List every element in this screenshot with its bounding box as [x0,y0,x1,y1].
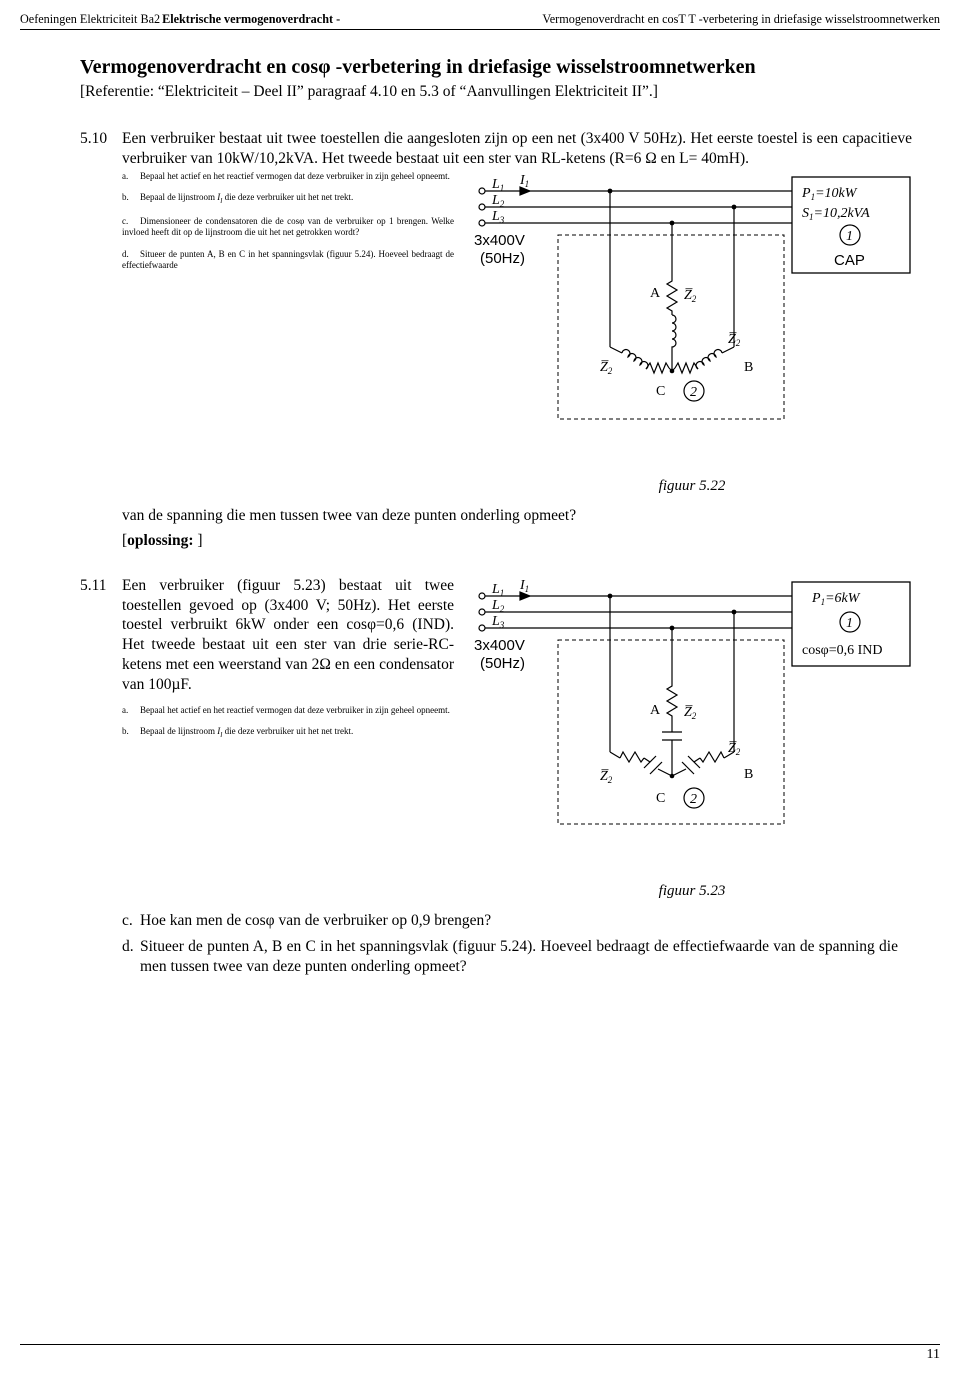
svg-text:3x400V: 3x400V [474,232,525,249]
content: Vermogenoverdracht en cosφ -verbetering … [20,30,940,976]
svg-text:L2: L2 [491,598,505,614]
svg-text:3x400V: 3x400V [474,637,525,654]
reference-line: [Referentie: “Elektriciteit – Deel II” p… [80,83,898,101]
svg-text:L3: L3 [491,209,505,225]
item-c-511: c.Hoe kan men de cosφ van de verbruiker … [122,911,898,931]
svg-text:CAP: CAP [834,252,865,269]
figure-5-22-caption: figuur 5.22 [472,477,912,496]
problem-510-d-continuation: van de spanning die men tussen twee van … [122,506,898,526]
page-number: 11 [20,1344,940,1363]
item-d: d.Situeer de punten A, B en C in het spa… [122,249,454,272]
svg-text:Z̅2: Z̅2 [728,332,741,348]
problem-intro: Een verbruiker (figuur 5.23) bestaat uit… [122,576,912,901]
figure-5-23-svg: L1 L2 L3 I1 3x400V (50Hz) [472,576,912,876]
svg-text:B: B [744,767,753,782]
problem-number: 5.11 [80,576,122,901]
svg-text:cosφ=0,6 IND: cosφ=0,6 IND [802,643,883,658]
svg-text:A: A [650,286,661,301]
item-a: a.Bepaal het actief en het reactief verm… [122,705,454,717]
right-column-figure-523: L1 L2 L3 I1 3x400V (50Hz) [472,576,912,901]
svg-text:I1: I1 [519,578,529,594]
running-header: Oefeningen Elektriciteit Ba2Elektrische … [20,12,940,30]
item-c: c.Dimensioneer de condensa­toren die de … [122,216,454,239]
problem-intro: Een verbruiker bestaat uit twee toestell… [122,129,912,496]
page: Oefeningen Elektriciteit Ba2Elektrische … [0,0,960,1381]
page-footer: 11 [20,1344,940,1363]
svg-text:C: C [656,791,665,806]
svg-text:B: B [744,360,753,375]
svg-text:L2: L2 [491,193,505,209]
page-title: Vermogenoverdracht en cosφ -verbetering … [80,56,898,79]
svg-text:P1=6kW: P1=6kW [811,591,861,607]
svg-text:1: 1 [846,616,853,631]
svg-text:A: A [650,703,661,718]
svg-text:2: 2 [690,792,697,807]
problem-number: 5.10 [80,129,122,496]
item-a: a.Bepaal het actief en het reactief verm… [122,171,454,183]
svg-text:2: 2 [690,385,697,400]
svg-text:Z̅2: Z̅2 [600,360,613,376]
svg-text:Z̅2: Z̅2 [728,741,741,757]
item-d-511: d.Situeer de punten A, B en C in het spa… [122,937,898,977]
svg-text:Z̅2: Z̅2 [684,705,697,721]
svg-text:Z̅2: Z̅2 [600,769,613,785]
right-column-figure-522: L1 L2 L3 I1 3x400V (50Hz) [472,171,912,496]
svg-text:L1: L1 [491,177,504,193]
left-column: Een verbruiker (figuur 5.23) bestaat uit… [122,576,454,901]
figure-5-22-svg: L1 L2 L3 I1 3x400V (50Hz) [472,171,912,471]
left-column: a.Bepaal het actief en het reactief verm… [122,171,454,496]
svg-text:I1: I1 [519,173,529,189]
svg-text:L3: L3 [491,614,505,630]
problem-5-11: 5.11 Een verbruiker (figuur 5.23) bestaa… [80,576,898,901]
svg-text:Z̅2: Z̅2 [684,288,697,304]
svg-text:P1=10kW: P1=10kW [801,186,858,202]
item-b: b.Bepaal de lijnstroom Il die deze verbr… [122,192,454,205]
two-column: a.Bepaal het actief en het reactief verm… [122,171,912,496]
svg-text:(50Hz): (50Hz) [480,250,525,267]
solution-placeholder-510: [oplossing: ] [122,532,898,550]
svg-text:L1: L1 [491,582,504,598]
figure-5-23-caption: figuur 5.23 [472,882,912,901]
svg-text:1: 1 [846,229,853,244]
item-b: b.Bepaal de lijnstroom Il die deze verbr… [122,726,454,739]
problem-5-10: 5.10 Een verbruiker bestaat uit twee toe… [80,129,898,496]
svg-text:C: C [656,384,665,399]
header-left: Oefeningen Elektriciteit Ba2Elektrische … [20,12,340,27]
svg-text:(50Hz): (50Hz) [480,655,525,672]
header-right: Vermogenoverdracht en cosT T -verbeterin… [344,12,940,27]
